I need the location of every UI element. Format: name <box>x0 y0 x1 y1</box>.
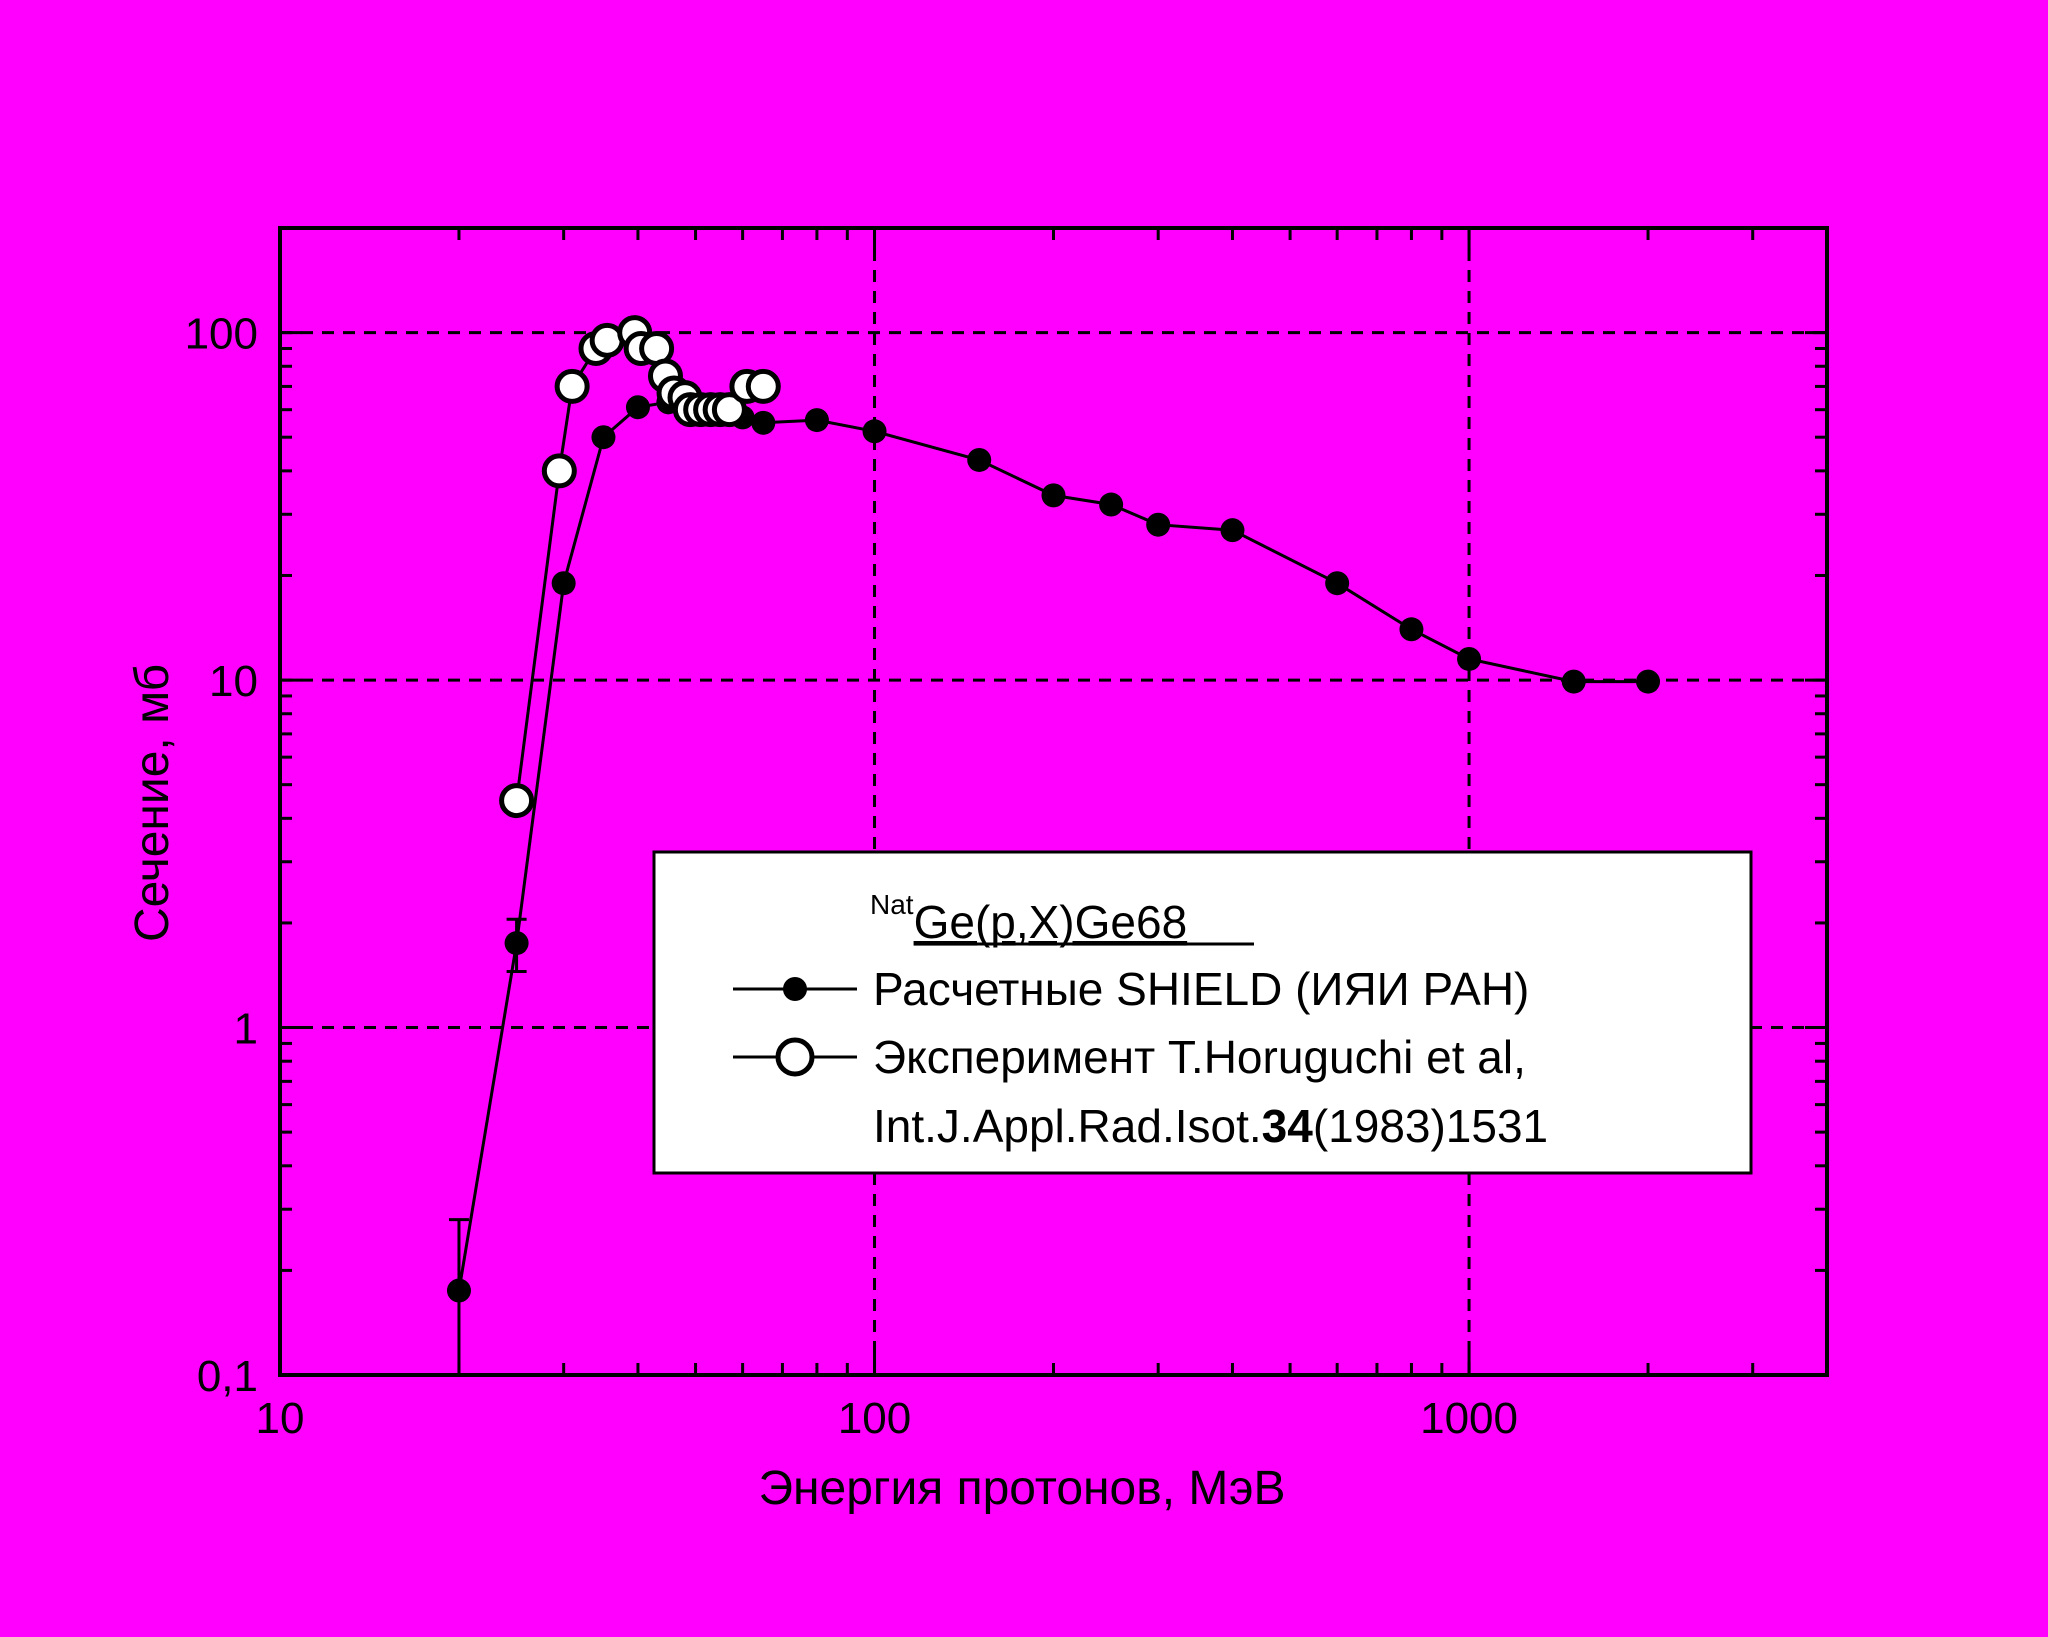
data-point-experiment <box>554 368 590 404</box>
data-point-shield <box>504 931 529 956</box>
x-tick-label: 100 <box>838 1394 911 1443</box>
legend-title-main: Ge(p,X)Ge68 <box>914 896 1188 948</box>
reference-year-page: (1983)1531 <box>1313 1100 1548 1152</box>
y-tick-label: 1 <box>234 1005 258 1054</box>
legend-label-experiment: Эксперимент T.Horuguchi et al, <box>873 1031 1526 1083</box>
data-point-shield <box>1457 646 1482 671</box>
data-point-shield <box>1041 483 1066 508</box>
data-point-shield <box>446 1278 471 1303</box>
data-point-shield <box>1325 571 1350 596</box>
reference-volume: 34 <box>1262 1100 1314 1152</box>
legend-label-experiment-reference: Int.J.Appl.Rad.Isot.34(1983)1531 <box>873 1100 1548 1152</box>
data-point-shield <box>1099 492 1124 517</box>
data-point-shield <box>1636 669 1661 694</box>
legend-label-shield: Расчетные SHIELD (ИЯИ РАН) <box>873 963 1529 1015</box>
y-tick-labels: 0,1 1 10 100 <box>185 310 258 1401</box>
data-point-shield <box>625 395 650 420</box>
legend-title-superscript: Nat <box>870 889 914 920</box>
data-point-shield <box>1561 669 1586 694</box>
x-tick-labels: 10 100 1000 <box>256 1394 1518 1443</box>
reference-journal: Int.J.Appl.Rad.Isot. <box>873 1100 1262 1152</box>
data-point-shield <box>804 408 829 433</box>
data-point-experiment <box>499 783 535 819</box>
data-point-shield <box>591 425 616 450</box>
data-point-shield <box>1399 617 1424 642</box>
x-tick-label: 1000 <box>1420 1394 1518 1443</box>
legend-box <box>652 850 1753 1175</box>
legend: NatGe(p,X)Ge68 Расчетные SHIELD (ИЯИ РАН… <box>652 850 1753 1175</box>
data-point-shield <box>551 571 576 596</box>
data-point-shield <box>967 447 992 472</box>
legend-marker-experiment <box>775 1037 815 1077</box>
y-tick-label: 0,1 <box>197 1352 258 1401</box>
data-point-shield <box>1220 518 1245 543</box>
legend-title: NatGe(p,X)Ge68 <box>870 889 1187 948</box>
plot-frame <box>278 226 1829 1377</box>
data-point-experiment <box>541 453 577 489</box>
legend-marker-shield <box>783 977 807 1001</box>
data-point-experiment <box>745 368 781 404</box>
x-axis-label: Энергия протонов, МэВ <box>759 1462 1286 1515</box>
x-tick-label: 10 <box>256 1394 305 1443</box>
data-point-experiment <box>711 392 747 428</box>
y-tick-label: 10 <box>209 657 258 706</box>
series-line-0 <box>457 400 1648 1291</box>
y-tick-label: 100 <box>185 310 258 359</box>
data-points <box>446 315 1661 1303</box>
data-point-shield <box>862 419 887 444</box>
y-axis-label: Сечение, мб <box>126 664 179 942</box>
data-point-shield <box>1146 512 1171 537</box>
data-point-shield <box>751 410 776 435</box>
